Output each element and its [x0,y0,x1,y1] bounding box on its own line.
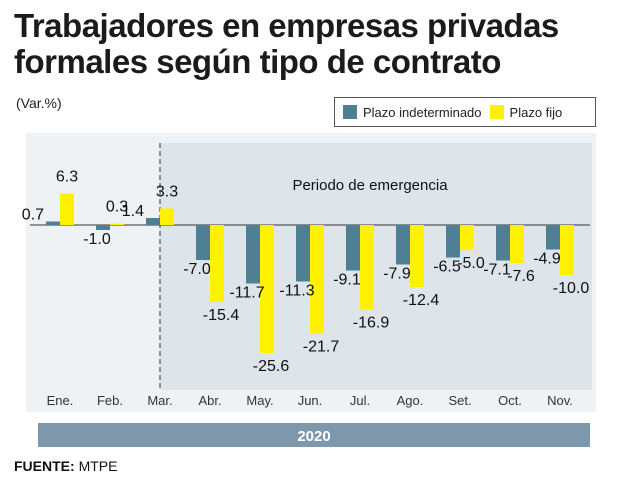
x-tick-label-4: May. [246,393,273,408]
source-value: MTPE [78,458,118,474]
bar-fijo-9 [510,225,524,263]
data-label-fijo-3: -15.4 [203,307,240,324]
data-label-fijo-0: 6.3 [56,169,78,186]
data-label-indeterminado-4: -11.7 [229,285,264,302]
bar-fijo-4 [260,225,274,353]
chart-title: Trabajadores en empresas privadas formal… [14,7,559,80]
bar-fijo-10 [560,225,574,275]
legend-label-indeterminado: Plazo indeterminado [363,104,482,120]
bar-fijo-3 [210,225,224,302]
x-tick-label-2: Mar. [147,393,172,408]
x-tick-label-9: Oct. [498,393,522,408]
x-tick-label-6: Jul. [350,393,370,408]
data-label-indeterminado-9: -7.1 [483,262,511,279]
bar-fijo-6 [360,225,374,310]
data-label-indeterminado-8: -6.5 [433,259,461,276]
data-label-indeterminado-0: 0.7 [22,207,44,224]
data-label-indeterminado-5: -11.3 [279,283,314,300]
data-label-indeterminado-7: -7.9 [383,266,411,283]
bar-indeterminado-2 [146,218,160,225]
year-band [38,423,590,447]
legend-swatch-fijo [489,105,504,119]
year-label: 2020 [297,428,330,445]
x-tick-label-1: Feb. [97,393,123,408]
emergency-period-shading [160,143,592,390]
bar-indeterminado-5 [296,225,310,282]
source-label: FUENTE: [14,458,75,474]
bar-indeterminado-0 [46,221,60,225]
unit-label: (Var.%) [16,95,62,111]
data-label-fijo-6: -16.9 [353,315,390,332]
bar-indeterminado-4 [246,225,260,284]
data-label-fijo-2: 3.3 [156,184,178,201]
bar-fijo-0 [60,193,74,225]
bar-indeterminado-7 [396,225,410,265]
bar-indeterminado-8 [446,225,460,258]
bar-fijo-7 [410,225,424,287]
x-tick-label-3: Abr. [198,393,221,408]
legend-swatch-indeterminado [343,105,357,119]
data-label-indeterminado-3: -7.0 [183,261,211,278]
bar-fijo-8 [460,225,474,250]
legend-label-fijo: Plazo fijo [509,104,563,120]
bar-fijo-2 [160,208,174,225]
bar-fijo-1 [110,223,124,225]
bar-indeterminado-6 [346,225,360,271]
data-label-indeterminado-10: -4.9 [533,251,561,268]
data-label-indeterminado-6: -9.1 [333,272,361,289]
data-label-fijo-8: -5.0 [457,255,485,272]
data-label-fijo-5: -21.7 [303,339,340,356]
source-note: FUENTE: MTPE [14,458,117,474]
x-tick-label-10: Nov. [547,393,573,408]
legend: Plazo indeterminado Plazo fijo [334,97,596,127]
data-label-indeterminado-1: -1.0 [83,231,111,248]
bar-indeterminado-9 [496,225,510,261]
bar-indeterminado-3 [196,225,210,260]
x-tick-label-0: Ene. [47,393,74,408]
data-label-fijo-1: 0.3 [106,199,128,216]
emergency-annotation: Periodo de emergencia [292,177,448,194]
data-label-fijo-4: -25.6 [253,358,290,375]
x-tick-label-8: Set. [448,393,471,408]
x-tick-label-7: Ago. [397,393,424,408]
data-label-fijo-7: -12.4 [403,292,440,309]
bar-indeterminado-10 [546,225,560,250]
data-label-fijo-10: -10.0 [553,280,590,297]
x-tick-label-5: Jun. [298,393,323,408]
bar-indeterminado-1 [96,225,110,230]
bar-fijo-5 [310,225,324,334]
data-label-fijo-9: -7.6 [507,268,535,285]
data-label-indeterminado-2: 1.4 [122,203,144,220]
